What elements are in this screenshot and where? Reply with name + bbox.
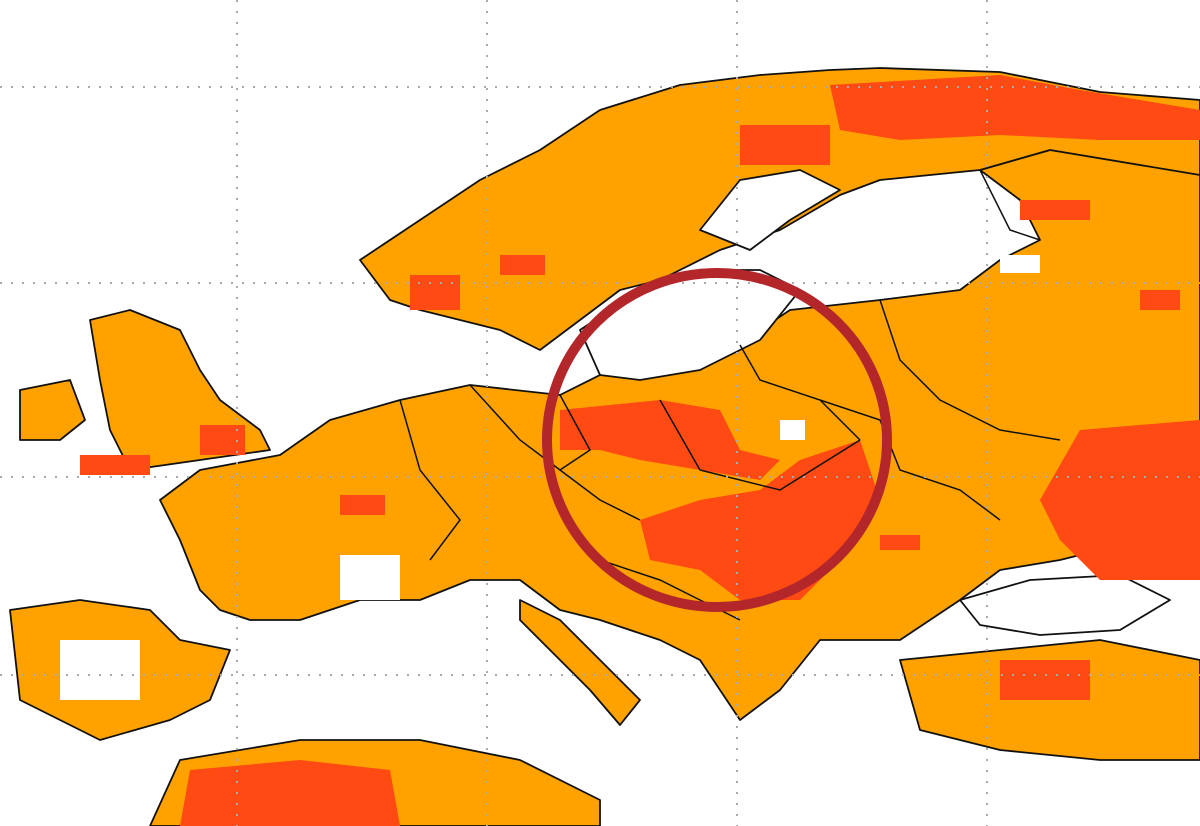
hot-patch <box>740 125 830 165</box>
hot-patch <box>180 760 400 826</box>
ireland <box>19 379 86 441</box>
no-data-cell <box>60 640 140 700</box>
hot-patch <box>1000 660 1090 700</box>
hot-patch <box>410 275 460 310</box>
highlight-circle <box>542 268 892 612</box>
hot-patch <box>830 75 1200 140</box>
hot-patch <box>640 440 880 600</box>
no-data-cell <box>780 420 805 440</box>
hot-patch <box>500 255 545 275</box>
hot-patch <box>1040 420 1200 580</box>
hot-patch <box>560 400 780 480</box>
italy <box>519 599 641 726</box>
hot-patch <box>1020 200 1090 220</box>
hot-patch <box>880 535 920 550</box>
gulf-of-bothnia <box>699 169 841 251</box>
hot-patch <box>1140 290 1180 310</box>
hot-patch <box>200 425 245 455</box>
no-data-cell <box>340 555 400 600</box>
hot-patch <box>80 455 150 475</box>
black-sea <box>959 574 1171 636</box>
country-border <box>399 169 1061 621</box>
no-data-cell <box>1000 255 1040 273</box>
hot-patch <box>340 495 385 515</box>
